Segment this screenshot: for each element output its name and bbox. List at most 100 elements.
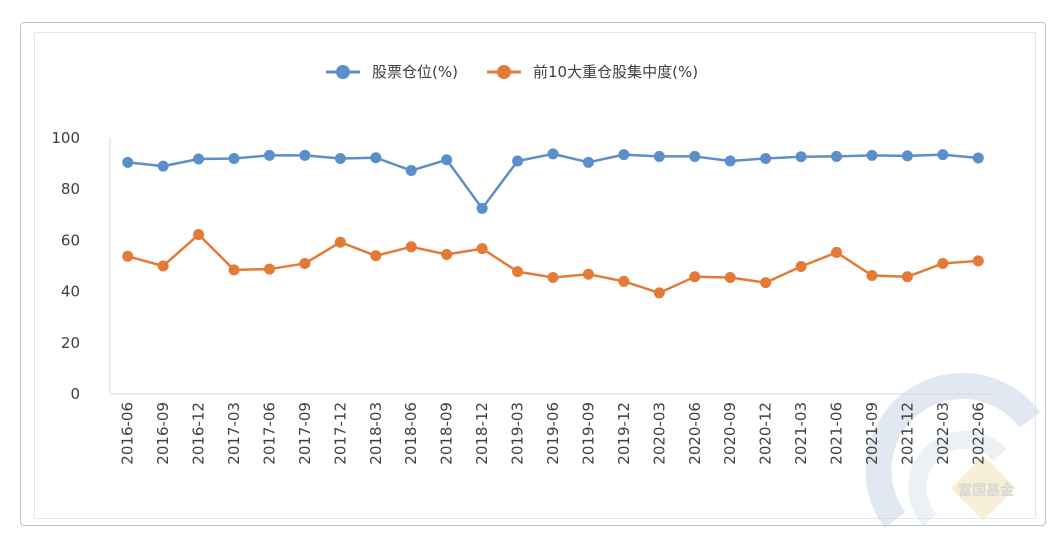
x-tick-label: 2018-03 [367, 402, 385, 465]
x-tick-label: 2018-09 [438, 402, 456, 465]
x-tick-label: 2020-12 [757, 402, 775, 465]
data-point[interactable] [831, 150, 843, 162]
y-tick-label: 0 [70, 385, 80, 403]
data-point[interactable] [760, 152, 772, 164]
data-point[interactable] [370, 250, 382, 262]
data-point[interactable] [228, 152, 240, 164]
x-tick-label: 2019-03 [509, 402, 527, 465]
data-point[interactable] [724, 272, 736, 284]
data-point[interactable] [512, 155, 524, 167]
data-point[interactable] [299, 257, 311, 269]
y-tick-label: 40 [61, 283, 80, 301]
x-tick-label: 2020-06 [686, 402, 704, 465]
watermark-logo: 富国基金 [865, 373, 1041, 528]
data-point[interactable] [937, 149, 949, 161]
series-line-1 [127, 233, 979, 295]
legend-label-top10-concentration: 前10大重仓股集中度(%) [533, 63, 698, 81]
x-tick-label: 2021-03 [792, 402, 810, 465]
y-tick-label: 100 [51, 129, 80, 147]
data-point[interactable] [157, 260, 169, 272]
legend-marker-top10-concentration [497, 65, 511, 79]
data-point[interactable] [193, 153, 205, 165]
y-axis-ticks: 0 20 40 60 80 100 [51, 129, 80, 403]
x-tick-label: 2016-09 [154, 402, 172, 465]
x-tick-label: 2022-06 [969, 402, 987, 465]
legend-label-stock-position: 股票仓位(%) [372, 63, 458, 81]
data-point[interactable] [582, 268, 594, 280]
data-point[interactable] [689, 150, 701, 162]
data-point[interactable] [972, 255, 984, 267]
data-point[interactable] [866, 269, 878, 281]
x-tick-label: 2019-09 [579, 402, 597, 465]
data-point[interactable] [228, 264, 240, 276]
x-tick-label: 2017-06 [260, 402, 278, 465]
data-point[interactable] [724, 155, 736, 167]
x-tick-label: 2019-12 [615, 402, 633, 465]
data-point[interactable] [441, 154, 453, 166]
data-point[interactable] [618, 275, 630, 287]
data-point[interactable] [582, 156, 594, 168]
x-tick-label: 2017-12 [331, 402, 349, 465]
data-point[interactable] [795, 151, 807, 163]
data-point[interactable] [547, 148, 559, 160]
x-tick-label: 2020-03 [650, 402, 668, 465]
watermark-diamond [950, 455, 1016, 521]
watermark-arc-inner [908, 430, 1007, 527]
data-point[interactable] [157, 160, 169, 172]
x-tick-label: 2021-06 [828, 402, 846, 465]
legend-item-top10-concentration[interactable]: 前10大重仓股集中度(%) [487, 63, 698, 81]
data-point[interactable] [122, 156, 134, 168]
data-point[interactable] [689, 271, 701, 283]
data-point[interactable] [866, 149, 878, 161]
data-point[interactable] [937, 257, 949, 269]
series-1 [122, 229, 984, 299]
data-point[interactable] [901, 150, 913, 162]
x-tick-label: 2021-12 [898, 402, 916, 465]
watermark-text: 富国基金 [958, 482, 1015, 499]
data-point[interactable] [370, 152, 382, 164]
data-point[interactable] [193, 229, 205, 241]
legend: 股票仓位(%) 前10大重仓股集中度(%) [326, 63, 698, 81]
data-point[interactable] [760, 277, 772, 289]
data-point[interactable] [263, 149, 275, 161]
series-0 [122, 148, 984, 214]
x-tick-label: 2020-09 [721, 402, 739, 465]
y-tick-label: 60 [61, 231, 80, 249]
x-tick-label: 2018-12 [473, 402, 491, 465]
x-tick-label: 2016-06 [119, 402, 137, 465]
data-point[interactable] [476, 202, 488, 214]
data-point[interactable] [653, 287, 665, 299]
data-point[interactable] [547, 272, 559, 284]
x-axis-ticks: 2016-06 2016-09 2016-12 2017-03 2017-06 2017-… [119, 402, 988, 465]
data-point[interactable] [618, 149, 630, 161]
legend-item-stock-position[interactable]: 股票仓位(%) [326, 63, 458, 81]
series-line-0 [127, 152, 979, 210]
outer-frame [20, 22, 1046, 526]
data-point[interactable] [476, 243, 488, 255]
data-point[interactable] [441, 248, 453, 260]
x-tick-label: 2022-03 [934, 402, 952, 465]
data-point[interactable] [653, 150, 665, 162]
series-layer [122, 148, 984, 299]
y-tick-label: 80 [61, 180, 80, 198]
data-point[interactable] [334, 236, 346, 248]
data-point[interactable] [972, 152, 984, 164]
x-tick-label: 2016-12 [190, 402, 208, 465]
data-point[interactable] [901, 271, 913, 283]
y-tick-label: 20 [61, 334, 80, 352]
data-point[interactable] [405, 165, 417, 177]
legend-marker-stock-position [336, 65, 350, 79]
data-point[interactable] [831, 246, 843, 258]
data-point[interactable] [795, 261, 807, 273]
watermark-arc [865, 373, 1041, 528]
data-point[interactable] [405, 241, 417, 253]
data-point[interactable] [334, 152, 346, 164]
data-point[interactable] [299, 149, 311, 161]
data-point[interactable] [122, 250, 134, 262]
x-tick-label: 2017-03 [225, 402, 243, 465]
x-tick-label: 2018-06 [402, 402, 420, 465]
chart-area-frame [34, 32, 1036, 519]
data-point[interactable] [512, 266, 524, 278]
data-point[interactable] [263, 263, 275, 275]
